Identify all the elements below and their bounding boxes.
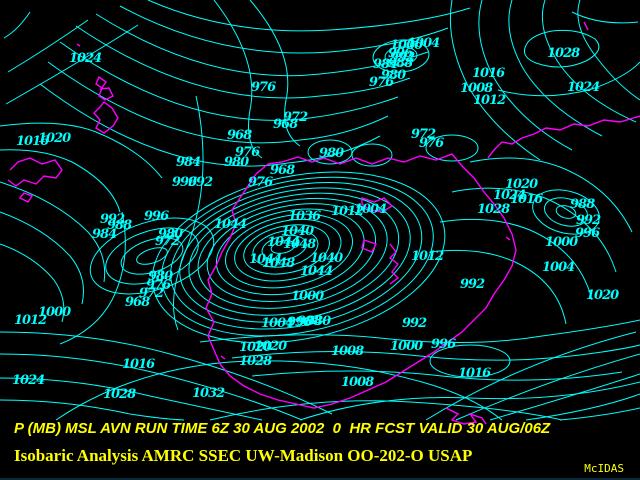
pressure-label: 988 <box>388 56 413 71</box>
pressure-label: 992 <box>402 316 427 331</box>
pressure-label: 1024 <box>567 80 600 95</box>
pressure-label: 984 <box>176 155 201 170</box>
pressure-label: 1020 <box>38 131 71 146</box>
pressure-labels: 1024101610201004100099699298898498097697… <box>12 36 620 402</box>
mcidas-credit: McIDAS <box>584 462 624 475</box>
pressure-label: 1000 <box>38 305 71 320</box>
pressure-label: 968 <box>125 295 150 310</box>
pressure-label: 976 <box>235 145 260 160</box>
pressure-label: 992 <box>188 175 213 190</box>
pressure-label: 972 <box>139 286 164 301</box>
pressure-label: 980 <box>319 146 344 161</box>
pressure-label: 988 <box>570 197 595 212</box>
pressure-label: 976 <box>248 175 273 190</box>
analysis-caption: Isobaric Analysis AMRC SSEC UW-Madison O… <box>14 446 473 465</box>
pressure-label: 988 <box>297 314 322 329</box>
pressure-label: 1012 <box>14 313 47 328</box>
pressure-label: 1028 <box>547 46 580 61</box>
pressure-label: 996 <box>287 315 312 330</box>
pressure-label: 1040 <box>310 251 343 266</box>
pressure-label: 1000 <box>390 339 423 354</box>
pressure-label: 1012 <box>473 93 506 108</box>
isobar-contours <box>0 0 640 421</box>
pressure-label: 976 <box>369 75 394 90</box>
pressure-label: 980 <box>224 155 249 170</box>
pressure-label: 1000 <box>545 235 578 250</box>
pressure-label: 1032 <box>192 386 225 401</box>
pressure-label: 968 <box>227 128 252 143</box>
coastlines <box>7 21 640 425</box>
pressure-label: 972 <box>283 110 308 125</box>
pressure-label: 1004 <box>354 202 387 217</box>
pressure-label: 1020 <box>239 340 272 355</box>
pressure-label: 980 <box>148 269 173 284</box>
pressure-label: 996 <box>172 175 197 190</box>
pressure-label: 996 <box>575 226 600 241</box>
pressure-label: 1008 <box>460 81 493 96</box>
pressure-label: 1000 <box>390 38 423 53</box>
pressure-label: 996 <box>431 337 456 352</box>
pressure-label: 980 <box>306 314 331 329</box>
pressure-label: 1028 <box>103 387 136 402</box>
pressure-label: 1016 <box>458 366 491 381</box>
pressure-label: 976 <box>146 278 171 293</box>
pressure-label: 1020 <box>254 339 287 354</box>
pressure-label: 1048 <box>262 256 295 271</box>
pressure-label: 1024 <box>12 373 45 388</box>
pressure-label: 1020 <box>505 177 538 192</box>
pressure-label: 1024 <box>69 51 102 66</box>
pressure-label: 1016 <box>510 192 543 207</box>
pressure-label: 992 <box>460 277 485 292</box>
pressure-label: 1016 <box>122 357 155 372</box>
pressure-label: 980 <box>158 227 183 242</box>
pressure-label: 996 <box>388 46 413 61</box>
pressure-label: 1044 <box>267 235 300 250</box>
pressure-label: 988 <box>107 218 132 233</box>
pressure-label: 1044 <box>249 252 282 267</box>
pressure-label: 1028 <box>477 202 510 217</box>
pressure-label: 1012 <box>331 204 364 219</box>
pressure-label: 972 <box>155 234 180 249</box>
pressure-label: 980 <box>381 68 406 83</box>
pressure-label: 976 <box>419 136 444 151</box>
pressure-label: 992 <box>576 213 601 228</box>
pressure-label: 1048 <box>283 237 316 252</box>
pressure-label: 1040 <box>281 224 314 239</box>
pressure-label: 984 <box>373 57 398 72</box>
pressure-label: 1016 <box>472 66 505 81</box>
pressure-label: 996 <box>144 209 169 224</box>
pressure-label: 1004 <box>261 316 294 331</box>
pressure-label: 976 <box>251 80 276 95</box>
pressure-label: 1008 <box>341 375 374 390</box>
bottom-border <box>0 478 640 480</box>
pressure-label: 1000 <box>291 289 324 304</box>
pressure-label: 1004 <box>542 260 575 275</box>
pressure-label: 1036 <box>288 209 321 224</box>
pressure-label: 992 <box>100 212 125 227</box>
pressure-label: 1044 <box>214 217 247 232</box>
pressure-label: 968 <box>270 163 295 178</box>
pressure-label: 972 <box>411 127 436 142</box>
pressure-label: 1020 <box>586 288 619 303</box>
pressure-label: 1028 <box>239 354 272 369</box>
pressure-label: 1024 <box>493 188 526 203</box>
pressure-label: 968 <box>273 117 298 132</box>
pressure-label: 1004 <box>407 36 440 51</box>
pressure-label: 992 <box>390 50 415 65</box>
run-info-caption: P (MB) MSL AVN RUN TIME 6Z 30 AUG 2002 0… <box>14 420 551 437</box>
pressure-label: 1016 <box>16 134 49 149</box>
pressure-label: 1008 <box>331 344 364 359</box>
pressure-label: 1012 <box>411 249 444 264</box>
pressure-label: 984 <box>92 227 117 242</box>
pressure-label: 1044 <box>300 264 333 279</box>
